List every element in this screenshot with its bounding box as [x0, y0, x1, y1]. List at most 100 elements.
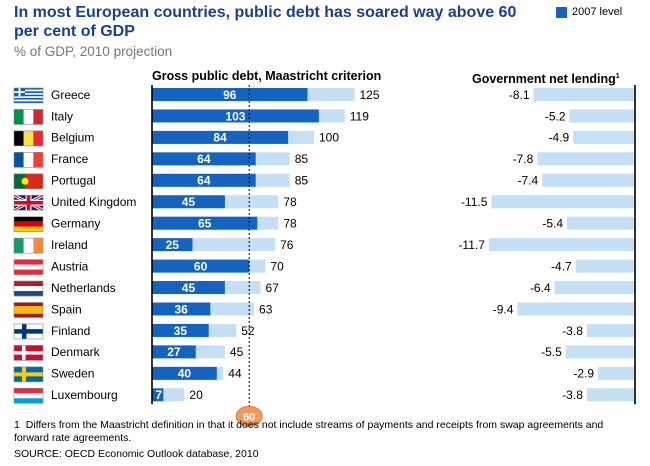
data-label-2010: 100: [319, 131, 339, 145]
bar-debt-2007: [152, 88, 308, 101]
footnote-ref: 1: [615, 73, 620, 80]
data-label-lending: -3.8: [562, 324, 583, 338]
bar-debt-2007: [152, 366, 217, 380]
bar-debt-2007: [152, 281, 225, 295]
data-label-2010: 119: [350, 109, 369, 123]
finland-flag-icon: [13, 323, 44, 340]
country-label: Sweden: [51, 367, 94, 381]
reference-marker: [235, 405, 263, 427]
greece-flag-icon: [13, 87, 44, 104]
data-label-lending: -8.1: [509, 88, 530, 102]
data-label-2007: 65: [198, 217, 212, 231]
country-label: Denmark: [51, 345, 101, 359]
legend: 2007 level: [556, 6, 623, 18]
data-label-2007: 27: [167, 345, 181, 359]
bar-debt-2007: [152, 238, 193, 252]
bar-net-lending: [542, 173, 634, 187]
bar-debt-2007: [152, 173, 256, 187]
legend-swatch: [556, 7, 567, 18]
data-label-lending: -4.7: [551, 259, 572, 273]
data-label-lending: -11.7: [458, 238, 485, 252]
data-label-2007: 25: [166, 238, 180, 252]
data-label-lending: -5.4: [542, 217, 563, 231]
data-label-2010: 78: [283, 195, 297, 209]
reference-label: 60: [243, 411, 255, 423]
bar-debt-2007: [152, 109, 319, 123]
italy-flag-icon: [13, 109, 44, 125]
data-label-lending: -9.4: [493, 302, 514, 316]
data-label-2007: 7: [155, 388, 162, 402]
data-label-lending: -6.4: [530, 281, 551, 295]
bar-debt-2007: [152, 388, 164, 402]
data-label-lending: -3.8: [562, 388, 583, 402]
bar-net-lending: [488, 238, 634, 252]
data-label-lending: -2.9: [573, 367, 594, 381]
data-label-2007: 103: [225, 109, 245, 123]
portugal-flag-icon: [13, 173, 44, 190]
country-label: France: [51, 152, 89, 166]
country-label: United Kingdom: [51, 195, 136, 209]
bar-net-lending: [554, 281, 634, 295]
country-label: Germany: [51, 217, 100, 231]
chart-subtitle: % of GDP, 2010 projection: [14, 44, 173, 59]
bar-net-lending: [533, 88, 634, 101]
data-label-2007: 96: [223, 88, 237, 102]
data-label-2007: 64: [197, 152, 211, 166]
country-label: Belgium: [51, 131, 94, 145]
bar-net-lending: [586, 388, 634, 402]
luxembourg-flag-icon: [13, 387, 44, 404]
bar-net-lending: [491, 195, 634, 209]
bar-net-lending: [569, 109, 634, 123]
data-label-lending: -4.9: [549, 131, 570, 145]
data-label-2007: 40: [178, 367, 192, 381]
data-label-lending: -5.2: [545, 109, 566, 123]
data-label-2007: 60: [194, 259, 208, 273]
data-label-2010: 85: [295, 152, 309, 166]
bar-debt-2007: [152, 130, 289, 144]
country-label: Greece: [51, 88, 91, 102]
data-label-2007: 84: [213, 131, 227, 145]
source-note: SOURCE: OECD Economic Outlook database, …: [14, 448, 259, 460]
belgium-flag-icon: [13, 130, 44, 147]
legend-label: 2007 level: [572, 6, 623, 18]
footnote-marker: 1: [14, 419, 20, 431]
data-label-2010: 85: [295, 174, 309, 188]
data-label-2007: 45: [182, 281, 196, 295]
data-label-2010: 76: [280, 238, 294, 252]
data-label-2007: 64: [197, 174, 211, 188]
data-label-2010: 70: [270, 259, 284, 273]
country-label: Italy: [51, 109, 73, 123]
country-label: Austria: [51, 259, 89, 273]
lending-column-title: Government net lending1: [472, 69, 620, 87]
data-label-2010: 52: [241, 324, 255, 338]
bar-net-lending: [575, 259, 634, 273]
bar-net-lending: [598, 366, 634, 380]
page-title: In most European countries, public debt …: [14, 4, 517, 40]
bar-debt-2007: [152, 302, 211, 316]
data-label-2010: 44: [228, 367, 242, 381]
country-label: Netherlands: [51, 281, 116, 295]
sweden-flag-icon: [13, 366, 44, 383]
footnote-text: Differs from the Maastricht definition i…: [14, 419, 604, 444]
data-label-2007: 36: [174, 302, 188, 316]
data-label-2007: 35: [174, 324, 188, 338]
france-flag-icon: [13, 152, 44, 168]
lending-title-text: Government net lending: [472, 72, 616, 87]
data-label-2010: 78: [283, 217, 297, 231]
austria-flag-icon: [13, 259, 44, 275]
data-label-2010: 20: [189, 388, 203, 402]
bar-net-lending: [517, 302, 634, 316]
netherlands-flag-icon: [13, 280, 44, 297]
footnote: 1 Differs from the Maastricht definition…: [14, 419, 639, 444]
data-label-2010: 125: [360, 88, 380, 102]
data-label-lending: -11.5: [461, 195, 488, 209]
bar-net-lending: [586, 323, 634, 337]
country-label: Luxembourg: [51, 388, 118, 402]
data-label-lending: -7.4: [518, 174, 539, 188]
data-label-lending: -5.5: [541, 345, 562, 359]
spain-flag-icon: [13, 302, 44, 318]
bar-net-lending: [565, 345, 634, 359]
bar-net-lending: [537, 152, 634, 166]
bar-debt-2007: [152, 152, 256, 166]
country-label: Spain: [51, 302, 82, 316]
